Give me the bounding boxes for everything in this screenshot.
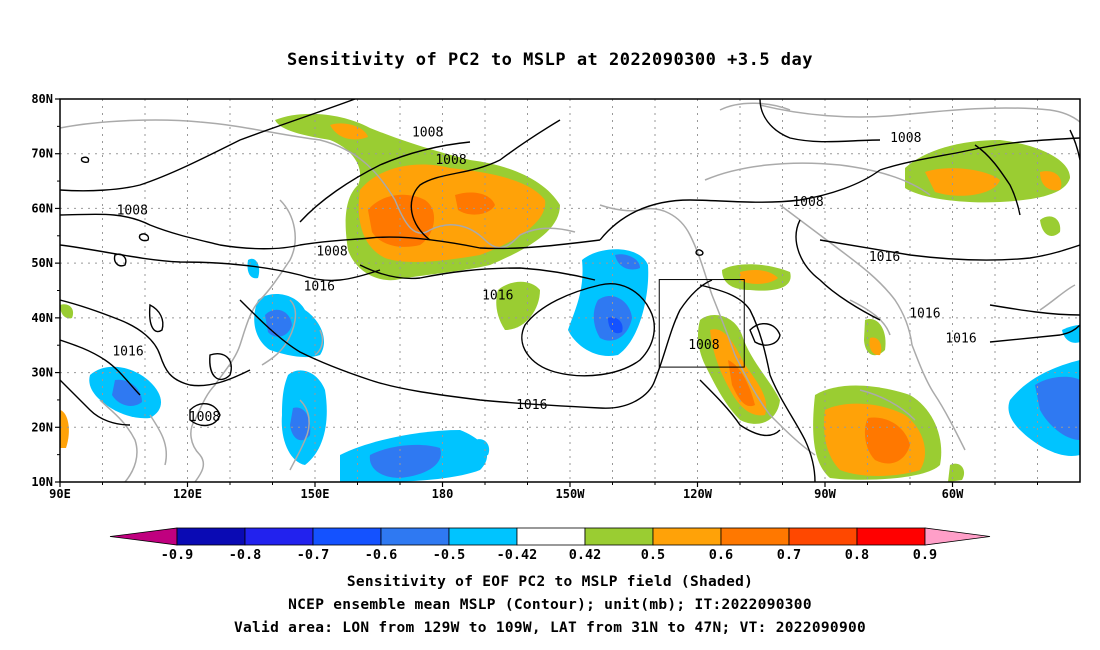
colorbar-label: 0.42 (569, 547, 602, 563)
contour-label: 1016 (869, 250, 900, 265)
colorbar-segment (516, 527, 586, 546)
colorbar-left-arrow (109, 527, 178, 546)
lat-tick-label: 70N (31, 147, 53, 161)
contour-label: 1016 (945, 331, 976, 346)
colorbar-segment (448, 527, 518, 546)
colorbar-label: 0.8 (845, 547, 869, 563)
colorbar: -0.9 -0.8 -0.7 -0.6 -0.5 -0.42 0.42 0.5 0.6 0.7 0.… (109, 527, 991, 563)
colorbar-label: 0.6 (709, 547, 733, 563)
colorbar-segment (720, 527, 790, 546)
colorbar-segment (312, 527, 382, 546)
lat-tick-label: 80N (31, 92, 53, 106)
sensitivity-shading (60, 113, 1080, 482)
colorbar-label: 0.5 (641, 547, 665, 563)
contour-label: 1008 (189, 410, 220, 425)
coastlines (60, 102, 1080, 482)
contour-label: 1008 (435, 153, 466, 168)
map-title: Sensitivity of PC2 to MSLP at 2022090300… (286, 50, 813, 70)
lon-tick-label: 150E (301, 487, 330, 501)
latitude-axis: 80N 70N 60N 50N 40N 30N 20N 10N (31, 92, 60, 489)
lat-tick-label: 30N (31, 366, 53, 380)
colorbar-segment (244, 527, 314, 546)
contour-label: 1008 (688, 338, 719, 353)
contour-label: 1008 (316, 244, 347, 259)
lat-tick-label: 60N (31, 201, 53, 215)
longitude-axis: 90E 120E 150E 180 150W 120W 90W 60W (49, 482, 1038, 501)
lon-tick-label: 180 (432, 487, 454, 501)
lon-tick-label: 90E (49, 487, 71, 501)
lat-tick-label: 20N (31, 420, 53, 434)
contour-label: 1016 (112, 344, 143, 359)
colorbar-label: -0.42 (497, 547, 538, 563)
colorbar-label: -0.8 (229, 547, 262, 563)
colorbar-label: -0.5 (433, 547, 466, 563)
contour-label: 1016 (304, 279, 335, 294)
lon-tick-label: 120W (683, 487, 713, 501)
positive-shade-siberia-inner (368, 194, 435, 247)
colorbar-segment (788, 527, 858, 546)
contour-label: 1008 (890, 131, 921, 146)
contour-label: 1016 (482, 289, 513, 304)
mslp-contours (60, 99, 1080, 482)
colorbar-right-arrow (924, 527, 991, 546)
contour-label: 1016 (909, 307, 940, 322)
lon-tick-label: 150W (556, 487, 586, 501)
contour-label: 1008 (792, 195, 823, 210)
contour-label: 1016 (516, 398, 547, 413)
colorbar-segment (176, 527, 246, 546)
caption-contour: NCEP ensemble mean MSLP (Contour); unit(… (288, 597, 812, 613)
colorbar-label: -0.6 (365, 547, 398, 563)
contour-labels: 1008 1008 1008 1008 1008 1008 1008 1008 1016 1016… (112, 126, 976, 426)
lat-tick-label: 50N (31, 256, 53, 270)
caption-shaded: Sensitivity of EOF PC2 to MSLP field (Sh… (346, 574, 754, 590)
colorbar-segment (584, 527, 654, 546)
colorbar-label: 0.7 (777, 547, 801, 563)
colorbar-segment (652, 527, 722, 546)
colorbar-segment (856, 527, 926, 546)
colorbar-label: -0.7 (297, 547, 330, 563)
lon-tick-label: 120E (173, 487, 202, 501)
lat-tick-label: 40N (31, 311, 53, 325)
contour-label: 1008 (117, 203, 148, 218)
colorbar-label: -0.9 (161, 547, 194, 563)
valid-area-box (658, 279, 745, 368)
lon-tick-label: 60W (942, 487, 964, 501)
caption-valid-area: Valid area: LON from 129W to 109W, LAT f… (233, 620, 867, 636)
colorbar-label: 0.9 (913, 547, 937, 563)
contour-label: 1008 (412, 126, 443, 141)
lon-tick-label: 90W (814, 487, 836, 501)
lat-tick-label: 10N (31, 475, 53, 489)
colorbar-segment (380, 527, 450, 546)
